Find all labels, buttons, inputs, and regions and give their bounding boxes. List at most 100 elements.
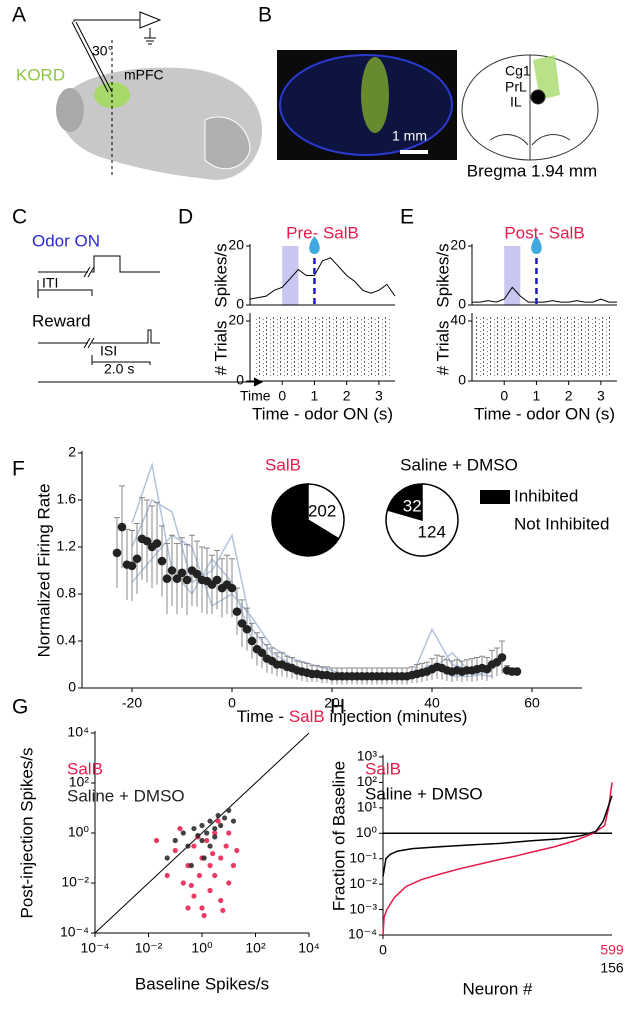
scatter-point (207, 862, 213, 869)
atlas-region: Cg1 (505, 63, 531, 79)
scatter-point (215, 812, 221, 819)
pie-title: Saline + DMSO (400, 455, 518, 474)
y-tick-label: 40 (450, 312, 466, 328)
scatter-point (207, 843, 213, 849)
legend-label: SalB (67, 759, 103, 778)
x-tick-label: 2 (565, 388, 573, 404)
panel-label: C (12, 206, 27, 229)
legend-label: SalB (365, 759, 401, 778)
scatter-point (204, 837, 210, 844)
panel-label: G (12, 696, 28, 719)
mean-dot (247, 636, 257, 646)
pie-slice (271, 483, 340, 557)
y-tick-label: 0 (68, 679, 76, 695)
y-tick-label: 1.2 (57, 538, 77, 554)
pie-slice (385, 483, 459, 557)
scatter-point (212, 830, 218, 836)
x-axis-label: Time - odor ON (s) (474, 404, 615, 423)
task-schematic (37, 255, 264, 387)
mean-dot (162, 574, 172, 584)
chart-title: Pre- SalB (286, 223, 359, 242)
identity-line (94, 732, 310, 934)
y-tick-label: 20 (228, 237, 244, 253)
scatter-point (185, 843, 191, 849)
scatter-point (180, 830, 186, 836)
mean-dot (497, 653, 507, 662)
mean-dot (227, 583, 237, 593)
atlas-section (461, 54, 599, 161)
mean-dot (237, 619, 247, 628)
y-tick-label: 10⁻² (61, 874, 89, 890)
pie-slice (307, 483, 345, 540)
panel-label: E (400, 206, 414, 229)
y-tick-label: 0 (458, 296, 466, 312)
scatter-point (226, 807, 232, 814)
reward-label: Reward (32, 311, 91, 330)
scatter-point (218, 897, 224, 904)
pie-label: 202 (308, 502, 336, 521)
y-tick-label: 0.8 (57, 585, 77, 601)
scatter-point (210, 850, 216, 857)
x-tick-label: 3 (597, 388, 605, 404)
legend-swatch (480, 518, 510, 532)
x-tick-label: 1 (533, 388, 541, 404)
atlas-region: IL (510, 94, 522, 110)
x-tick-label: 0 (500, 388, 508, 404)
mean-dot (117, 522, 127, 532)
x-tick-label: 0 (379, 942, 387, 958)
y-tick-label: 10² (357, 773, 378, 789)
virus-label: KORD (16, 65, 65, 84)
odor-label: Odor ON (32, 231, 100, 250)
y-axis-label: # Trials (211, 321, 230, 376)
x-axis-label-part: injection (minutes) (325, 707, 468, 726)
scatter-point (215, 818, 221, 824)
mean-dot (232, 607, 242, 616)
y-axis-label: Fraction of Baseline (329, 761, 348, 911)
mean-dot (167, 566, 177, 575)
x-tick-label: 156 (600, 960, 624, 976)
y-axis-label: Post-injection Spikes/s (17, 747, 36, 918)
mean-dot (177, 568, 187, 578)
y-tick-label: 10⁴ (67, 724, 89, 740)
scatter-point (164, 872, 170, 879)
x-axis-label-part: SalB (289, 707, 325, 726)
y-tick-label: 20 (450, 237, 466, 253)
scatter-point (223, 843, 229, 849)
x-tick-label: -20 (122, 695, 142, 711)
legend-label: Saline + DMSO (365, 784, 483, 803)
scatter-point (199, 822, 205, 829)
y-axis-label: Normalized Firing Rate (34, 484, 53, 658)
pie-title: SalB (265, 455, 301, 474)
mean-dot (172, 574, 182, 584)
x-tick-label: 60 (524, 695, 540, 711)
duration-label: 2.0 s (104, 361, 134, 377)
scatter-point (191, 825, 197, 832)
scatter-point (199, 837, 205, 844)
mean-dot (132, 554, 142, 564)
x-tick-label: 3 (375, 388, 383, 404)
mean-dot (512, 667, 522, 676)
x-tick-label: 1 (311, 388, 319, 404)
y-tick-label: 0 (458, 372, 466, 388)
x-axis-label: Time - SalB injection (minutes) (237, 707, 468, 726)
pie-label: 124 (418, 522, 446, 541)
atlas-region: PrL (505, 79, 527, 95)
scatter-point (230, 862, 237, 869)
psth-line (249, 257, 396, 300)
legend-label: Not Inhibited (514, 514, 609, 533)
mean-dot (112, 548, 122, 558)
scatter-point (188, 862, 194, 869)
y-tick-label: 10⁰ (356, 824, 378, 840)
time-label: Time (240, 388, 271, 404)
pie-label: 32 (403, 497, 422, 516)
scatter-point (226, 880, 232, 886)
x-axis-label-part: Time - (237, 707, 289, 726)
mean-dot (212, 575, 222, 585)
scale-bar-label: 1 mm (392, 128, 427, 144)
scatter-point (201, 855, 207, 861)
scatter-point (226, 830, 232, 836)
scatter-point (164, 855, 170, 861)
raster-texture (476, 317, 613, 377)
x-tick-label: 10⁻² (135, 940, 163, 956)
